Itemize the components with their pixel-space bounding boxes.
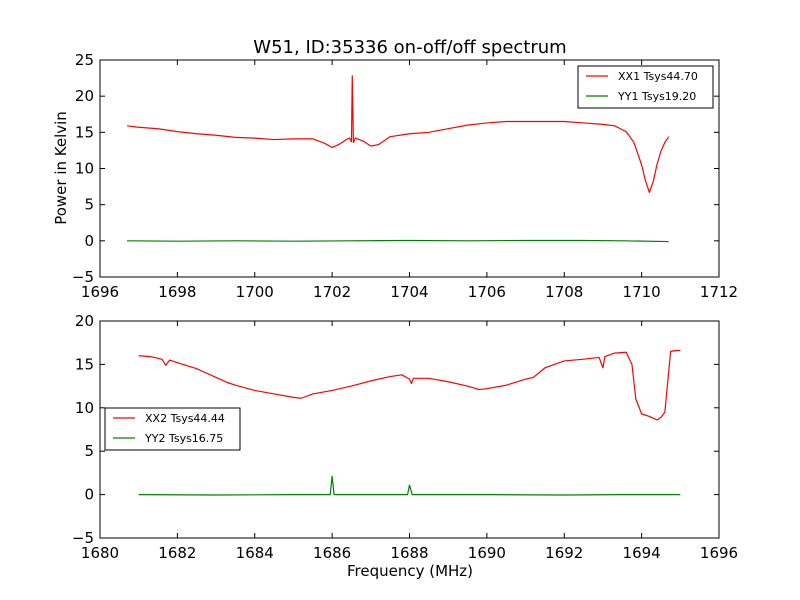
series-group bbox=[138, 349, 681, 496]
legend-box bbox=[104, 407, 241, 451]
x-tick-label: 1688 bbox=[390, 544, 428, 562]
x-tick-label: 1710 bbox=[623, 283, 661, 301]
legend-label: XX1 Tsys44.70 bbox=[618, 70, 698, 83]
plot-area-bottom: 1680 1682 1684 1686 1688 1690 1692 1694 1696 −5 0 5… bbox=[72, 312, 738, 562]
legend: XX1 Tsys44.70 YY1 Tsys19.20 bbox=[577, 65, 714, 109]
series-line-1 bbox=[127, 75, 670, 193]
y-tick-label: 0 bbox=[84, 232, 94, 250]
legend-box bbox=[577, 65, 714, 109]
legend-label: YY2 Tsys16.75 bbox=[144, 432, 223, 445]
x-tick-label: 1708 bbox=[545, 283, 583, 301]
series-line-2 bbox=[138, 475, 681, 496]
x-tick-label: 1684 bbox=[236, 544, 274, 562]
x-tick-label: 1702 bbox=[313, 283, 351, 301]
y-tick-label: 0 bbox=[84, 486, 94, 504]
y-tick-label: 10 bbox=[75, 399, 94, 417]
x-tick-label: 1696 bbox=[81, 283, 119, 301]
y-tick-label: 20 bbox=[75, 312, 94, 330]
y-tick-label: 5 bbox=[84, 442, 94, 460]
x-tick-label: 1704 bbox=[390, 283, 428, 301]
x-tick-label: 1690 bbox=[468, 544, 506, 562]
x-axis-label: Frequency (MHz) bbox=[347, 562, 473, 580]
chart-top: W51, ID:35336 on-off/off spectrum Power … bbox=[52, 37, 738, 301]
x-tick-label: 1706 bbox=[468, 283, 506, 301]
x-tick-label: 1694 bbox=[623, 544, 661, 562]
y-tick-label: −5 bbox=[72, 529, 94, 547]
x-tick-label: 1700 bbox=[236, 283, 274, 301]
legend-label: XX2 Tsys44.44 bbox=[145, 412, 225, 425]
x-tick-label: 1682 bbox=[158, 544, 196, 562]
x-tick-label: 1698 bbox=[158, 283, 196, 301]
y-tick-label: 25 bbox=[75, 51, 94, 69]
series-line-1 bbox=[138, 349, 681, 421]
x-tick-label: 1686 bbox=[313, 544, 351, 562]
x-tick-label: 1692 bbox=[545, 544, 583, 562]
plot-area-top: 1696 1698 1700 1702 1704 1706 1708 1710 1712 −5 0 5… bbox=[72, 51, 738, 301]
series-line-2 bbox=[127, 239, 669, 243]
y-tick-label: 10 bbox=[75, 160, 94, 178]
y-tick-label: 20 bbox=[75, 87, 94, 105]
chart-bottom: Frequency (MHz) 1680 1682 1684 1686 1688 1690… bbox=[72, 312, 738, 580]
legend: XX2 Tsys44.44 YY2 Tsys16.75 bbox=[104, 407, 241, 451]
legend-label: YY1 Tsys19.20 bbox=[617, 90, 696, 103]
chart-title: W51, ID:35336 on-off/off spectrum bbox=[253, 37, 566, 58]
y-tick-label: 15 bbox=[75, 123, 94, 141]
y-tick-label: 5 bbox=[84, 196, 94, 214]
y-axis-label: Power in Kelvin bbox=[52, 111, 70, 225]
series-group bbox=[127, 75, 670, 243]
x-tick-label: 1680 bbox=[81, 544, 119, 562]
x-tick-label: 1696 bbox=[700, 544, 738, 562]
y-tick-label: −5 bbox=[72, 268, 94, 286]
y-tick-label: 15 bbox=[75, 355, 94, 373]
x-tick-label: 1712 bbox=[700, 283, 738, 301]
